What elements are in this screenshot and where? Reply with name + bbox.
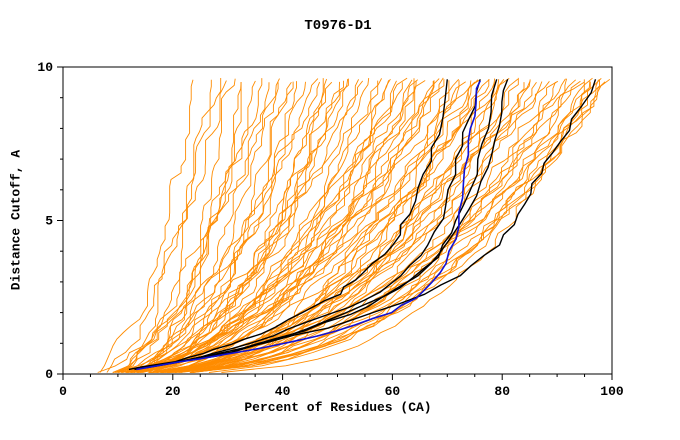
x-tick-label: 80 bbox=[494, 384, 510, 399]
orange-model-curve bbox=[192, 81, 556, 373]
orange-model-curve bbox=[208, 79, 585, 373]
orange-model-curve bbox=[112, 78, 236, 373]
orange-model-curve bbox=[99, 79, 194, 373]
orange-model-curve bbox=[126, 80, 227, 373]
orange-model-curve bbox=[125, 78, 349, 373]
orange-model-curve bbox=[163, 78, 611, 373]
orange-model-curve bbox=[137, 77, 444, 373]
orange-model-curve bbox=[149, 77, 510, 373]
orange-model-curve bbox=[178, 79, 599, 373]
orange-model-curve bbox=[167, 78, 568, 373]
y-axis-label: Distance Cutoff, A bbox=[8, 149, 24, 291]
y-tick-label: 10 bbox=[37, 60, 53, 75]
orange-model-curve bbox=[159, 80, 417, 373]
orange-model-curve bbox=[115, 78, 263, 373]
orange-model-curve bbox=[125, 80, 397, 373]
black-reference-curve bbox=[145, 79, 509, 369]
black-reference-curve bbox=[128, 79, 448, 371]
orange-model-curve bbox=[141, 79, 419, 373]
orange-model-curve bbox=[161, 79, 413, 373]
orange-model-curve bbox=[162, 81, 466, 373]
black-reference-curve bbox=[134, 79, 481, 371]
orange-model-curve bbox=[132, 81, 306, 373]
x-tick-label: 100 bbox=[600, 384, 624, 399]
orange-model-curve bbox=[126, 80, 426, 373]
blue-highlight-curve bbox=[136, 80, 481, 371]
orange-model-curve bbox=[106, 78, 222, 373]
orange-model-curve bbox=[115, 79, 212, 373]
orange-model-curve bbox=[142, 78, 280, 373]
curves-layer bbox=[97, 77, 611, 373]
orange-model-curve bbox=[156, 80, 559, 373]
orange-model-curve bbox=[221, 81, 591, 373]
orange-model-curve bbox=[152, 80, 581, 373]
orange-model-curve bbox=[150, 80, 379, 373]
orange-model-curve bbox=[129, 82, 292, 373]
orange-model-curve bbox=[133, 78, 328, 373]
orange-model-curve bbox=[161, 79, 505, 373]
orange-model-curve bbox=[151, 81, 333, 373]
orange-model-curve bbox=[117, 78, 319, 373]
orange-model-curve bbox=[136, 80, 435, 373]
orange-model-curve bbox=[147, 82, 403, 373]
orange-model-curve bbox=[143, 81, 294, 373]
orange-model-curve bbox=[160, 79, 490, 373]
orange-model-curve bbox=[132, 81, 297, 373]
orange-model-curve bbox=[173, 81, 476, 373]
orange-model-curve bbox=[171, 81, 434, 373]
orange-model-curve bbox=[156, 82, 525, 373]
x-tick-label: 0 bbox=[59, 384, 67, 399]
orange-model-curve bbox=[118, 78, 460, 373]
orange-model-curve bbox=[132, 82, 270, 373]
orange-model-curve bbox=[121, 79, 480, 373]
orange-model-curve bbox=[149, 79, 531, 373]
x-axis-label: Percent of Residues (CA) bbox=[244, 400, 432, 415]
black-reference-curve bbox=[153, 79, 597, 367]
orange-model-curve bbox=[150, 78, 440, 373]
orange-model-curve bbox=[160, 80, 531, 373]
y-tick-label: 5 bbox=[45, 214, 53, 229]
orange-model-curve bbox=[126, 79, 360, 373]
orange-model-curve bbox=[115, 80, 364, 373]
x-tick-label: 60 bbox=[385, 384, 401, 399]
orange-model-curve bbox=[174, 77, 602, 373]
y-tick-label: 0 bbox=[45, 367, 53, 382]
orange-model-curve bbox=[138, 82, 242, 373]
orange-model-curve bbox=[133, 81, 321, 373]
orange-model-curve bbox=[130, 78, 496, 373]
orange-model-curve bbox=[139, 82, 242, 373]
orange-model-curve bbox=[156, 79, 500, 373]
orange-model-curve bbox=[136, 79, 445, 373]
x-tick-label: 20 bbox=[165, 384, 181, 399]
x-tick-label: 40 bbox=[275, 384, 291, 399]
chart-title: T0976-D1 bbox=[304, 18, 372, 34]
